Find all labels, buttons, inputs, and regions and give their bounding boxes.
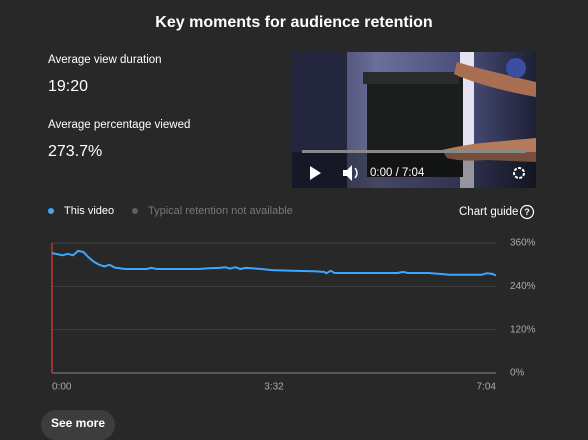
legend-label: This video (64, 205, 114, 217)
see-more-label: See more (50, 416, 106, 430)
stat-label: Average view duration (48, 54, 162, 66)
y-tick-label: 0% (510, 368, 525, 379)
retention-line (51, 249, 497, 277)
help-icon[interactable]: ? (519, 204, 535, 220)
y-tick-label: 240% (510, 281, 536, 292)
legend-dot (132, 208, 138, 214)
video-player[interactable]: 0:00 / 7:04 (292, 52, 536, 188)
x-tick-label: 3:32 (264, 382, 284, 393)
chart-guide-label: Chart guide (459, 206, 519, 218)
stat-value: 19:20 (48, 78, 89, 95)
video-frame: 0:00 / 7:04 (292, 52, 536, 188)
video-time: 0:00 / 7:04 (370, 167, 425, 179)
x-tick-label: 0:00 (52, 382, 72, 393)
y-tick-label: 120% (510, 324, 536, 335)
x-tick-label: 7:04 (477, 382, 497, 393)
see-more-button[interactable]: See more (41, 410, 115, 440)
title: Key moments for audience retention (155, 14, 433, 31)
chart-guide[interactable]: Chart guide (459, 206, 518, 218)
retention-chart: This video Typical retention not availabl… (48, 205, 536, 393)
y-tick-label: 360% (510, 238, 536, 249)
stat-value: 273.7% (48, 143, 103, 160)
stat-label: Average percentage viewed (48, 119, 191, 131)
page: {"header": {"title": "Key moments for au… (41, 14, 536, 440)
legend-label: Typical retention not available (148, 205, 293, 217)
legend-dot (48, 208, 54, 214)
svg-text:?: ? (524, 207, 530, 217)
